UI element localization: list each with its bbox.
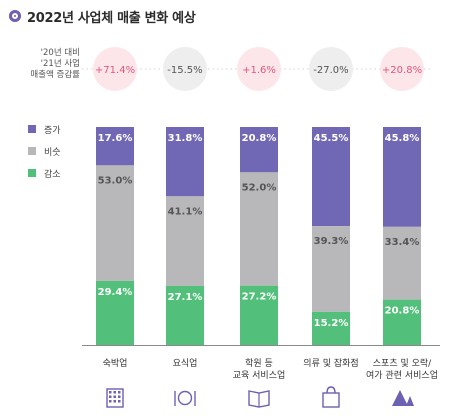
chart-title: 2022년 사업체 매출 변화 예상 [9,6,196,26]
bar-segment [383,299,421,345]
building-icon-window [113,395,116,398]
bar-segment [312,226,350,312]
legend-label: 증가 [44,125,61,136]
yoy-row-label-line: 매출액 증감률 [30,70,80,80]
yoy-circle [309,47,353,91]
shopping-bag-handle [326,386,336,394]
camping-icon [392,390,408,406]
building-icon-window [109,395,112,398]
building-icon-window [109,391,112,394]
yoy-value-label: +1.6% [242,65,276,76]
chart-title-text: 2022년 사업체 매출 변화 예상 [27,10,196,26]
yoy-circle [380,47,424,91]
yoy-circle [237,47,281,91]
bar-segment [96,165,134,281]
bar-value-label: 17.6% [98,133,133,144]
category-label: 숙박업 [103,358,128,369]
bar-segment [240,127,278,173]
bar-value-label: 39.3% [314,236,349,247]
building-icon-window [118,400,121,403]
bar-segment [383,226,421,300]
yoy-circle [163,47,207,91]
bar-segment [312,127,350,227]
bar-segment [166,127,204,197]
bar-value-label: 15.2% [314,318,349,329]
building-icon-window [113,391,116,394]
category-label: 의류 및 잡화점 [303,357,358,369]
building-icon-window [118,391,121,394]
legend-label: 비슷 [44,147,61,158]
title-bullet-icon [9,10,21,22]
legend-label: 감소 [44,169,61,180]
yoy-row-label-line: '21년 사업 [40,59,80,69]
category-label: 학원 등 [245,358,273,369]
yoy-value-label: -15.5% [167,65,202,76]
legend-swatch [28,125,36,133]
bar-value-label: 20.8% [242,133,277,144]
yoy-value-label: +71.4% [95,65,135,76]
bar-value-label: 29.4% [98,287,133,298]
bar-value-label: 53.0% [98,175,133,186]
bar-value-label: 33.4% [385,237,420,248]
building-icon [106,388,124,408]
legend-item: 감소 [28,166,61,180]
category-label: 교육 서비스업 [233,370,286,381]
yoy-value-label: -27.0% [313,65,348,76]
bar-segment [96,127,134,166]
bar-segment [240,285,278,345]
bar-segment [312,311,350,345]
bar-value-label: 20.8% [385,306,420,317]
bar-value-label: 45.8% [385,133,420,144]
legend-item: 증가 [28,122,61,136]
bar-value-label: 41.1% [168,206,203,217]
bar-segment [96,280,134,345]
bar-segment [383,127,421,227]
bar-value-label: 27.1% [168,292,203,303]
dining-icon [177,390,193,406]
building-icon-window [113,400,116,403]
yoy-circle [93,47,137,91]
bar-segment [166,196,204,286]
yoy-row-label: '20년 대비 '21년 사업 매출액 증감률 [10,48,80,81]
yoy-row-label-line: '20년 대비 [40,48,80,58]
bar-segment [166,285,204,345]
bar-value-label: 27.2% [242,292,277,303]
building-icon-window [109,400,112,403]
category-label: 여가 관련 서비스업 [366,369,438,381]
legend-swatch [28,147,36,155]
bar-value-label: 31.8% [168,133,203,144]
building-icon-window [118,395,121,398]
bar-value-label: 45.5% [314,133,349,144]
bar-value-label: 52.0% [242,182,277,193]
category-label: 스포츠 및 오락/ [373,357,432,369]
legend-swatch [28,169,36,177]
legend-item: 비슷 [28,144,61,158]
bar-segment [240,172,278,286]
category-label: 요식업 [173,358,198,369]
shopping-bag-icon [322,392,340,408]
tree-icon [406,396,414,406]
yoy-value-label: +20.8% [382,65,422,76]
